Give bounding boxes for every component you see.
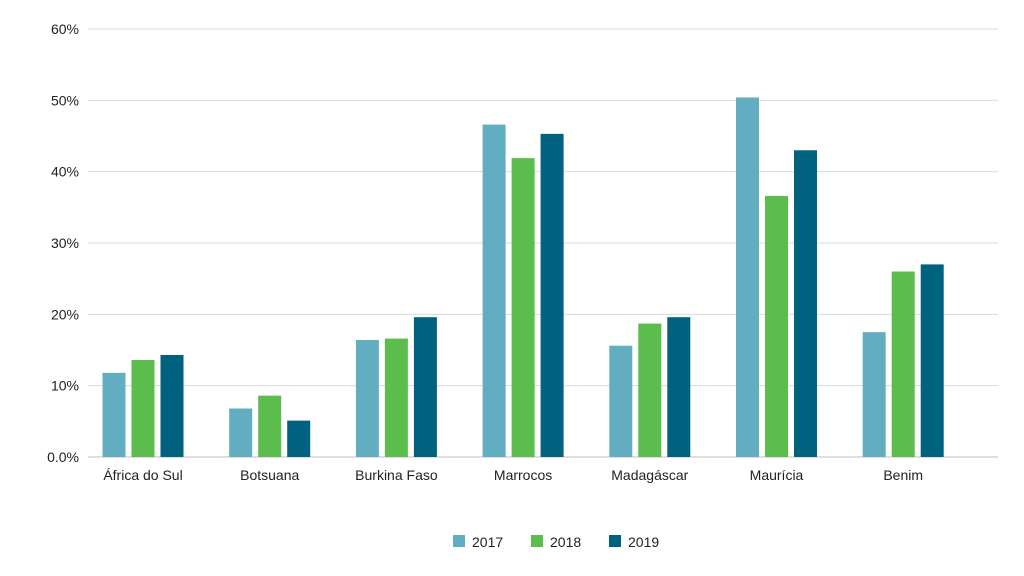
bar-2018: [765, 195, 788, 458]
bar-2019: [287, 420, 311, 457]
y-tick-label: 60%: [51, 21, 79, 37]
bar-2017: [736, 97, 759, 457]
bar-2018: [891, 271, 915, 457]
bar-2018: [638, 323, 662, 457]
bar-2017: [102, 372, 126, 457]
x-category-label: Burkina Faso: [355, 467, 438, 483]
x-category-label: África do Sul: [103, 467, 182, 483]
legend-swatch-2018: [531, 535, 543, 547]
bar-2018: [258, 395, 282, 457]
bar-2018: [384, 338, 408, 457]
bar-2018: [131, 359, 155, 457]
x-axis: África do Sul Botsuana Burkina Faso Marroco…: [103, 467, 923, 483]
legend-label: 2017: [472, 534, 503, 550]
y-tick-label: 20%: [51, 306, 79, 322]
x-category-label: Benim: [883, 467, 923, 483]
x-category-label: Maurícia: [750, 467, 804, 483]
bar-2019: [413, 317, 437, 457]
bar-2019: [540, 133, 564, 458]
legend-label: 2019: [628, 534, 659, 550]
bar-2017: [229, 408, 253, 457]
bar-2019: [920, 264, 944, 457]
bar-2017: [482, 124, 506, 457]
legend: 2017 2018 2019: [453, 534, 659, 550]
y-tick-label: 10%: [51, 378, 79, 394]
legend-swatch-2017: [453, 535, 465, 547]
y-tick-label: 40%: [51, 164, 79, 180]
bar-2017: [862, 332, 886, 457]
x-category-label: Madagáscar: [611, 467, 688, 483]
bar-2017: [609, 345, 633, 457]
legend-label: 2018: [550, 534, 581, 550]
bars: [102, 97, 944, 458]
y-tick-label: 0.0%: [47, 449, 79, 465]
bar-2019: [160, 354, 184, 457]
x-category-label: Botsuana: [240, 467, 299, 483]
bar-2019: [667, 317, 691, 457]
bar-2019: [794, 150, 817, 457]
bar-2017: [355, 340, 379, 457]
y-axis: 0.0% 10% 20% 30% 40% 50% 60%: [47, 21, 79, 465]
y-tick-label: 50%: [51, 92, 79, 108]
y-tick-label: 30%: [51, 235, 79, 251]
x-category-label: Marrocos: [494, 467, 552, 483]
legend-swatch-2019: [609, 535, 621, 547]
bar-2018: [511, 158, 535, 457]
